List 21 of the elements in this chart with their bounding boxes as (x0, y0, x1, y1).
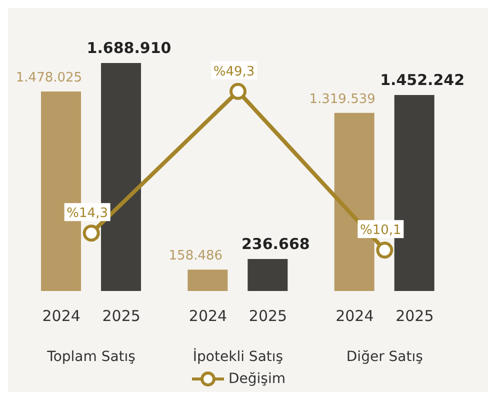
data-label: 1.319.539 (309, 92, 376, 107)
text: 2024 (188, 307, 228, 325)
data-label: 1.688.910 (86, 38, 172, 57)
legend-label: Değişim (228, 371, 286, 387)
x-tick-label: İpotekli Satış (192, 348, 284, 365)
text: 2024 (336, 307, 374, 325)
series-label: 2024 (42, 307, 80, 325)
data-label: 158.486 (168, 248, 223, 264)
text: 2025 (396, 307, 434, 325)
series-label: 2025 (102, 307, 140, 325)
x-tick-label: Toplam Satış (46, 349, 136, 365)
data-label: %10,1 (360, 223, 402, 238)
data-label: %49,3 (213, 64, 255, 80)
bar (248, 259, 288, 291)
data-label: 236.668 (242, 235, 310, 254)
data-label: 1.478.025 (16, 70, 82, 86)
bar (188, 270, 228, 291)
text: 2025 (248, 307, 288, 325)
data-label: %14,3 (66, 206, 108, 222)
data-label: 1.452.242 (380, 70, 465, 89)
x-tick-label: Diğer Satış (346, 349, 423, 365)
